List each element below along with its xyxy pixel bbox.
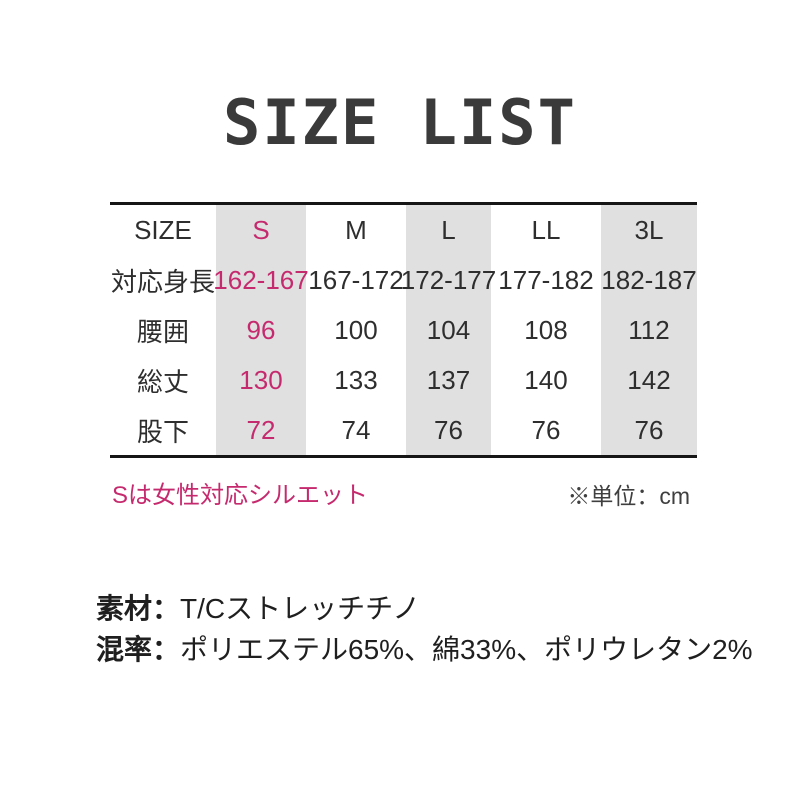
cell-inseam-m: 74 <box>341 414 371 445</box>
cell-inseam-ll: 76 <box>531 414 561 445</box>
cell-waist-3l: 112 <box>601 305 697 355</box>
cell-height-3l: 182-187 <box>601 255 697 305</box>
cell-height-l: 172-177 <box>401 255 496 305</box>
page-title: SIZE LIST <box>223 86 577 159</box>
size-header-l: L <box>406 205 491 255</box>
unit-note: ※単位：cm <box>567 483 690 509</box>
cell-height-ll: 177-182 <box>498 264 594 295</box>
cell-waist-ll: 108 <box>524 314 568 345</box>
blend-value: ポリエステル65%、綿33%、ポリウレタン2% <box>180 634 753 665</box>
cell-height-m: 167-172 <box>308 264 404 295</box>
blend-line: 混率：ポリエステル65%、綿33%、ポリウレタン2% <box>96 629 753 670</box>
row-label-height: 対応身長 <box>110 266 215 297</box>
materials-block: 素材：T/Cストレッチチノ 混率：ポリエステル65%、綿33%、ポリウレタン2% <box>96 588 753 670</box>
size-header-m: M <box>345 214 367 245</box>
s-size-note: Sは女性対応シルエット <box>112 482 369 509</box>
cell-height-s: 162-167 <box>213 255 309 305</box>
material-value: T/Cストレッチチノ <box>180 593 421 624</box>
size-header-ll: LL <box>531 214 561 245</box>
row-label-waist: 腰囲 <box>136 316 189 347</box>
cell-length-l: 137 <box>406 355 491 405</box>
cell-length-3l: 142 <box>601 355 697 405</box>
size-table: SIZE S M L LL 3L 対応身長 162-167 167-172 17… <box>110 202 697 458</box>
size-header-3l: 3L <box>601 205 697 255</box>
cell-waist-l: 104 <box>406 305 491 355</box>
table-corner-size: SIZE <box>134 214 192 245</box>
cell-inseam-s: 72 <box>216 405 306 455</box>
cell-inseam-3l: 76 <box>601 405 697 455</box>
cell-length-m: 133 <box>334 364 378 395</box>
cell-waist-s: 96 <box>216 305 306 355</box>
cell-length-s: 130 <box>216 355 306 405</box>
cell-inseam-l: 76 <box>406 405 491 455</box>
cell-waist-m: 100 <box>334 314 378 345</box>
cell-length-ll: 140 <box>524 364 568 395</box>
material-line: 素材：T/Cストレッチチノ <box>96 588 753 629</box>
row-label-length: 総丈 <box>136 366 189 397</box>
row-label-inseam: 股下 <box>136 416 189 447</box>
blend-label: 混率： <box>96 634 181 665</box>
size-header-s: S <box>216 205 306 255</box>
material-label: 素材： <box>96 593 181 624</box>
